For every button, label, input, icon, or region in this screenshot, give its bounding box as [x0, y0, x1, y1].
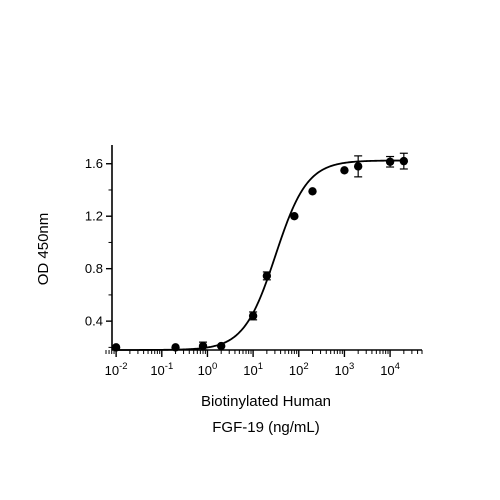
- data-point: [290, 212, 299, 221]
- x-axis-title-line2: FGF-19 (ng/mL): [212, 419, 320, 436]
- y-tick-label: 1.2: [85, 209, 103, 224]
- data-point: [308, 187, 317, 196]
- data-point: [216, 341, 226, 351]
- x-tick-label: 10-1: [150, 361, 173, 378]
- x-tick-label: 10-2: [105, 361, 128, 378]
- data-point: [198, 341, 208, 351]
- data-point: [340, 166, 349, 175]
- data-point: [262, 271, 272, 281]
- y-axis-title: OD 450nm: [35, 213, 52, 286]
- data-point: [399, 156, 409, 166]
- x-tick-label: 102: [289, 361, 309, 378]
- y-tick-label: 1.6: [85, 156, 103, 171]
- x-tick-label: 101: [243, 361, 263, 378]
- y-tick-label: 0.4: [85, 314, 103, 329]
- data-point: [248, 311, 258, 321]
- data-point: [171, 343, 180, 352]
- x-axis-title-line1: Biotinylated Human: [201, 393, 331, 410]
- x-tick-label: 103: [335, 361, 355, 378]
- data-point: [353, 162, 363, 171]
- data-point: [111, 343, 121, 352]
- data-point: [385, 157, 395, 166]
- fit-curve: [116, 159, 404, 351]
- y-tick-label: 0.8: [85, 261, 103, 276]
- x-tick-label: 100: [198, 361, 218, 378]
- x-tick-label: 104: [380, 361, 400, 378]
